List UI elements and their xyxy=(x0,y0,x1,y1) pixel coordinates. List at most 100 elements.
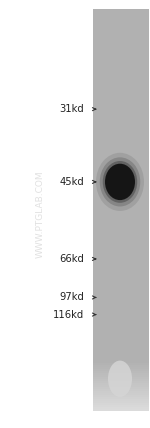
Text: 66kd: 66kd xyxy=(59,254,84,264)
Bar xyxy=(93,143,148,146)
Bar xyxy=(93,238,148,240)
Bar xyxy=(93,262,148,264)
Bar xyxy=(93,371,148,373)
Bar xyxy=(93,105,148,107)
Bar xyxy=(93,284,148,286)
Bar xyxy=(93,377,148,379)
Bar xyxy=(93,254,148,256)
Bar xyxy=(93,401,148,403)
Bar xyxy=(93,193,148,196)
Bar xyxy=(93,322,148,324)
Bar xyxy=(93,117,148,119)
Bar xyxy=(93,83,148,85)
Bar xyxy=(93,351,148,353)
Bar xyxy=(93,393,148,395)
Bar xyxy=(93,153,148,155)
Bar xyxy=(93,234,148,236)
Bar xyxy=(93,115,148,117)
Bar xyxy=(93,397,148,399)
Bar xyxy=(93,160,148,161)
Bar xyxy=(93,218,148,220)
Bar xyxy=(93,135,148,137)
Bar xyxy=(93,327,148,328)
Bar xyxy=(93,405,148,407)
Bar xyxy=(93,119,148,121)
Bar xyxy=(93,268,148,270)
Bar xyxy=(93,252,148,254)
Bar xyxy=(93,310,148,312)
Bar xyxy=(93,204,148,206)
Bar xyxy=(93,232,148,234)
Bar xyxy=(93,278,148,280)
Bar xyxy=(93,389,148,391)
Bar xyxy=(93,147,148,149)
Bar xyxy=(93,353,148,354)
Bar xyxy=(93,79,148,81)
Bar xyxy=(93,187,148,190)
Bar xyxy=(93,250,148,252)
Bar xyxy=(93,328,148,330)
Bar xyxy=(93,330,148,333)
Bar xyxy=(93,99,148,101)
Bar xyxy=(93,280,148,282)
Bar xyxy=(93,103,148,105)
Bar xyxy=(93,409,148,411)
Bar xyxy=(93,12,148,15)
Bar xyxy=(93,324,148,327)
Bar xyxy=(93,341,148,342)
Bar xyxy=(93,302,148,304)
Bar xyxy=(93,29,148,31)
Bar xyxy=(93,190,148,192)
Bar xyxy=(93,169,148,172)
Bar xyxy=(93,347,148,348)
Bar xyxy=(93,334,148,336)
Bar xyxy=(93,367,148,369)
Bar xyxy=(93,276,148,278)
Bar xyxy=(93,77,148,79)
Bar xyxy=(93,286,148,288)
Ellipse shape xyxy=(96,153,144,211)
Bar xyxy=(93,244,148,246)
Bar xyxy=(93,184,148,186)
Bar xyxy=(93,67,148,69)
Bar xyxy=(93,41,148,43)
Ellipse shape xyxy=(100,158,140,206)
Bar xyxy=(93,37,148,39)
Bar xyxy=(93,186,148,187)
Bar xyxy=(93,146,148,147)
Bar xyxy=(93,121,148,123)
Bar xyxy=(93,161,148,163)
Bar xyxy=(93,39,148,41)
Bar xyxy=(93,65,148,67)
Text: 31kd: 31kd xyxy=(59,104,84,114)
Bar xyxy=(93,379,148,381)
Bar xyxy=(93,51,148,53)
Bar xyxy=(93,354,148,357)
Bar xyxy=(93,47,148,49)
Bar xyxy=(93,71,148,73)
Bar xyxy=(93,312,148,314)
Bar xyxy=(93,240,148,242)
Bar xyxy=(93,360,148,363)
Bar xyxy=(93,333,148,334)
Bar xyxy=(93,91,148,93)
Bar xyxy=(93,11,148,12)
Text: 45kd: 45kd xyxy=(59,177,84,187)
Bar xyxy=(93,18,148,21)
Bar xyxy=(93,17,148,19)
Bar xyxy=(93,23,148,25)
Bar xyxy=(93,125,148,127)
Bar xyxy=(93,113,148,115)
Bar xyxy=(93,226,148,228)
Bar xyxy=(93,173,148,175)
Bar xyxy=(93,266,148,268)
Bar xyxy=(93,181,148,184)
Bar xyxy=(93,345,148,347)
Bar xyxy=(93,407,148,409)
Bar xyxy=(93,316,148,318)
Bar xyxy=(93,172,148,173)
Bar xyxy=(93,272,148,274)
Text: WWW.PTGLAB.COM: WWW.PTGLAB.COM xyxy=(36,170,45,258)
Bar xyxy=(93,385,148,387)
Bar xyxy=(93,381,148,383)
